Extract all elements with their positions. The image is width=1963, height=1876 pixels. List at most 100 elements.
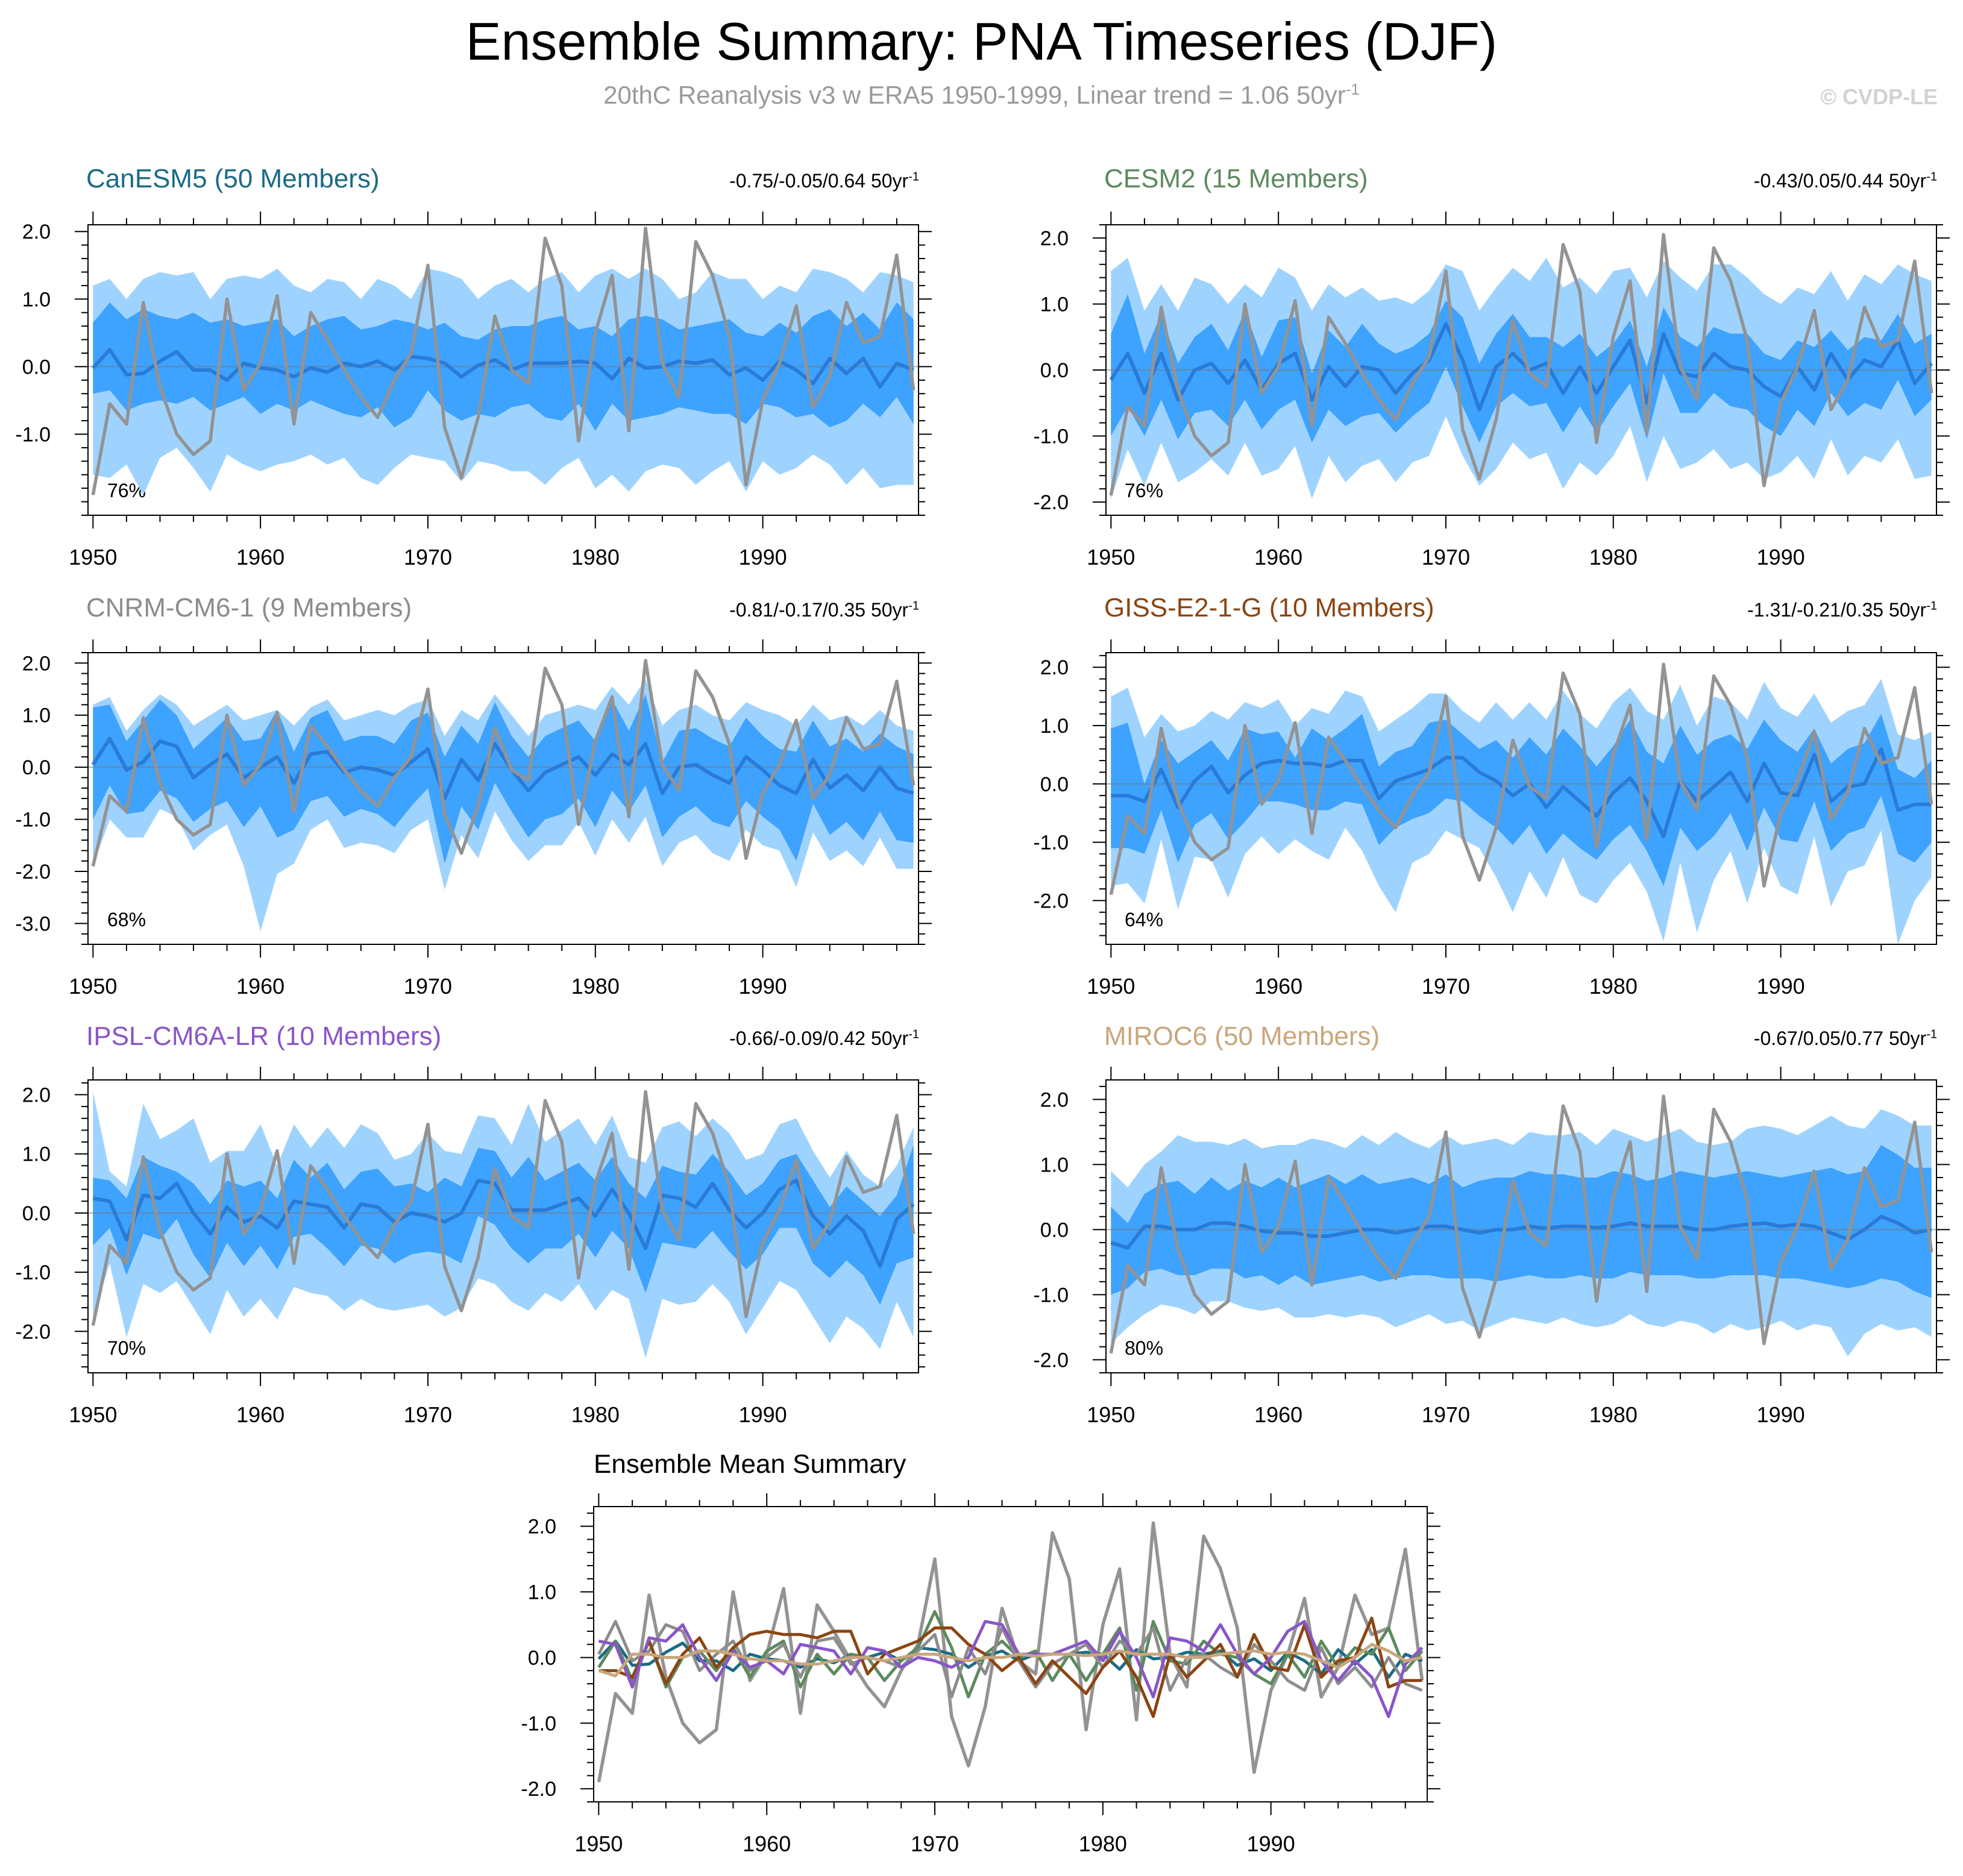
y-tick-label: 1.0: [22, 288, 51, 311]
y-tick-label: -1.0: [15, 809, 51, 832]
y-tick-label: 0.0: [1040, 359, 1069, 382]
y-tick-label: 2.0: [528, 1516, 556, 1539]
x-tick-label: 1950: [1087, 1402, 1135, 1427]
panel-percent-ipsl: 70%: [107, 1337, 146, 1359]
x-tick-label: 1990: [1757, 974, 1805, 999]
plot-frame: [1105, 652, 1937, 945]
panel-title-miroc6: MIROC6 (50 Members): [1104, 1021, 1380, 1051]
x-tick-label: 1980: [1589, 1402, 1638, 1427]
plot-area-canesm5: [88, 226, 919, 495]
y-tick-label: 2.0: [1040, 227, 1069, 250]
plot-ipsl: -2.0 -1.0 0.0 1.0 2.0 1950 1960 1970 1980 1990: [15, 1067, 932, 1427]
series-line-giss-e2-1-g: [598, 1616, 1422, 1718]
x-tick-label: 1970: [404, 1402, 452, 1427]
panel-percent-giss: 64%: [1125, 909, 1164, 930]
y-tick-label: 0.0: [528, 1646, 556, 1669]
plot-cnrm: -3.0 -2.0 -1.0 0.0 1.0 2.0 1950 1960 1970 1980 199…: [15, 639, 932, 999]
y-tick-label: -2.0: [15, 1320, 51, 1343]
panel-stat-cnrm: -0.81/-0.17/0.35 50yr-1: [729, 599, 919, 621]
y-tick-label: -1.0: [15, 1261, 51, 1284]
y-tick-label: 1.0: [22, 1143, 51, 1166]
ensemble-mean-line: [91, 736, 914, 800]
x-tick-label: 1960: [236, 974, 284, 999]
x-tick-label: 1960: [1254, 1402, 1302, 1427]
y-tick-label: 0.0: [1040, 1219, 1069, 1241]
x-tick-label: 1950: [69, 545, 117, 569]
x-tick-label: 1990: [739, 1402, 787, 1427]
y-tick-label: 1.0: [528, 1581, 556, 1604]
x-tick-label: 1950: [69, 1402, 117, 1427]
series-line-miroc6: [598, 1643, 1423, 1678]
panel-stat-cesm2: -0.43/0.05/0.44 50yr-1: [1753, 170, 1937, 192]
y-tick-label: -1.0: [1033, 425, 1069, 448]
x-tick-label: 1980: [571, 545, 620, 569]
panel-percent-miroc6: 80%: [1125, 1337, 1164, 1359]
x-tick-label: 1970: [1422, 974, 1470, 999]
summary-title: Ensemble Mean Summary: [594, 1449, 906, 1479]
observations-line: [1109, 662, 1933, 896]
y-tick-label: 2.0: [1040, 1088, 1069, 1111]
x-tick-label: 1960: [236, 545, 284, 569]
x-tick-label: 1950: [69, 974, 117, 999]
inner-spread-band: [1111, 714, 1932, 886]
y-tick-label: 1.0: [1040, 715, 1069, 738]
inner-spread-band: [93, 694, 914, 864]
panel-title-cnrm: CNRM-CM6-1 (9 Members): [86, 593, 412, 623]
x-tick-label: 1980: [1589, 545, 1638, 569]
y-tick-label: 0.0: [22, 1202, 51, 1225]
y-tick-label: -2.0: [1033, 491, 1069, 514]
y-tick-label: -2.0: [1033, 1349, 1069, 1372]
plot-cesm2: -2.0 -1.0 0.0 1.0 2.0 1950 1960 1970 1980 1990: [1033, 212, 1950, 569]
x-tick-label: 1990: [739, 545, 787, 569]
plot-frame: [1105, 1079, 1937, 1373]
x-tick-label: 1980: [571, 1402, 620, 1427]
y-tick-label: -2.0: [521, 1778, 556, 1801]
y-tick-label: -1.0: [1033, 832, 1069, 855]
observations-line: [1109, 1094, 1933, 1354]
y-tick-label: 2.0: [22, 652, 51, 675]
y-tick-label: 1.0: [1040, 293, 1069, 316]
inner-spread-band: [93, 1145, 914, 1305]
panel-title-giss: GISS-E2-1-G (10 Members): [1104, 593, 1434, 623]
plot-frame: [87, 1079, 919, 1373]
x-tick-label: 1970: [404, 545, 452, 569]
plot-frame: [593, 1506, 1428, 1802]
plot-area-summary: [597, 1521, 1424, 1783]
plot-area-cnrm: [88, 659, 919, 932]
x-tick-label: 1960: [236, 1402, 284, 1427]
x-tick-label: 1990: [739, 974, 787, 999]
x-tick-label: 1990: [1757, 545, 1805, 569]
ensemble-mean-line: [1110, 1214, 1932, 1250]
x-tick-label: 1970: [911, 1831, 959, 1856]
x-tick-label: 1960: [1254, 974, 1302, 999]
observations-line: [1109, 233, 1933, 496]
x-tick-label: 1970: [1422, 545, 1470, 569]
plot-area-ipsl: [88, 1090, 919, 1358]
plot-area-cesm2: [1106, 233, 1936, 499]
panel-title-cesm2: CESM2 (15 Members): [1104, 164, 1368, 193]
x-tick-label: 1980: [571, 974, 620, 999]
panel-percent-cnrm: 68%: [107, 909, 146, 930]
panel-stat-miroc6: -0.67/0.05/0.77 50yr-1: [1753, 1027, 1937, 1049]
plot-miroc6: -2.0 -1.0 0.0 1.0 2.0 1950 1960 1970 1980 1990: [1033, 1067, 1950, 1427]
x-tick-label: 1990: [1757, 1402, 1805, 1427]
y-tick-label: -2.0: [15, 861, 51, 883]
observations-line: [91, 226, 916, 495]
observations-line: [91, 1090, 916, 1326]
y-tick-label: 2.0: [1040, 656, 1069, 679]
y-tick-label: -1.0: [1033, 1284, 1069, 1307]
subtitle-text: 20thC Reanalysis v3 w ERA5 1950-1999, Li…: [603, 81, 1346, 109]
y-tick-label: 1.0: [22, 704, 51, 727]
y-tick-label: -1.0: [15, 423, 51, 446]
y-tick-label: -2.0: [1033, 889, 1069, 912]
panel-stat-ipsl: -0.66/-0.09/0.42 50yr-1: [729, 1027, 919, 1049]
x-tick-label: 1980: [1079, 1831, 1127, 1856]
plot-area-miroc6: [1106, 1094, 1936, 1357]
panel-title-ipsl: IPSL-CM6A-LR (10 Members): [86, 1021, 442, 1051]
plot-frame: [87, 224, 919, 516]
subtitle-exponent: -1: [1345, 80, 1360, 98]
x-tick-label: 1950: [1087, 545, 1135, 569]
x-tick-label: 1970: [1422, 1402, 1470, 1427]
panel-title-canesm5: CanESM5 (50 Members): [86, 164, 380, 193]
